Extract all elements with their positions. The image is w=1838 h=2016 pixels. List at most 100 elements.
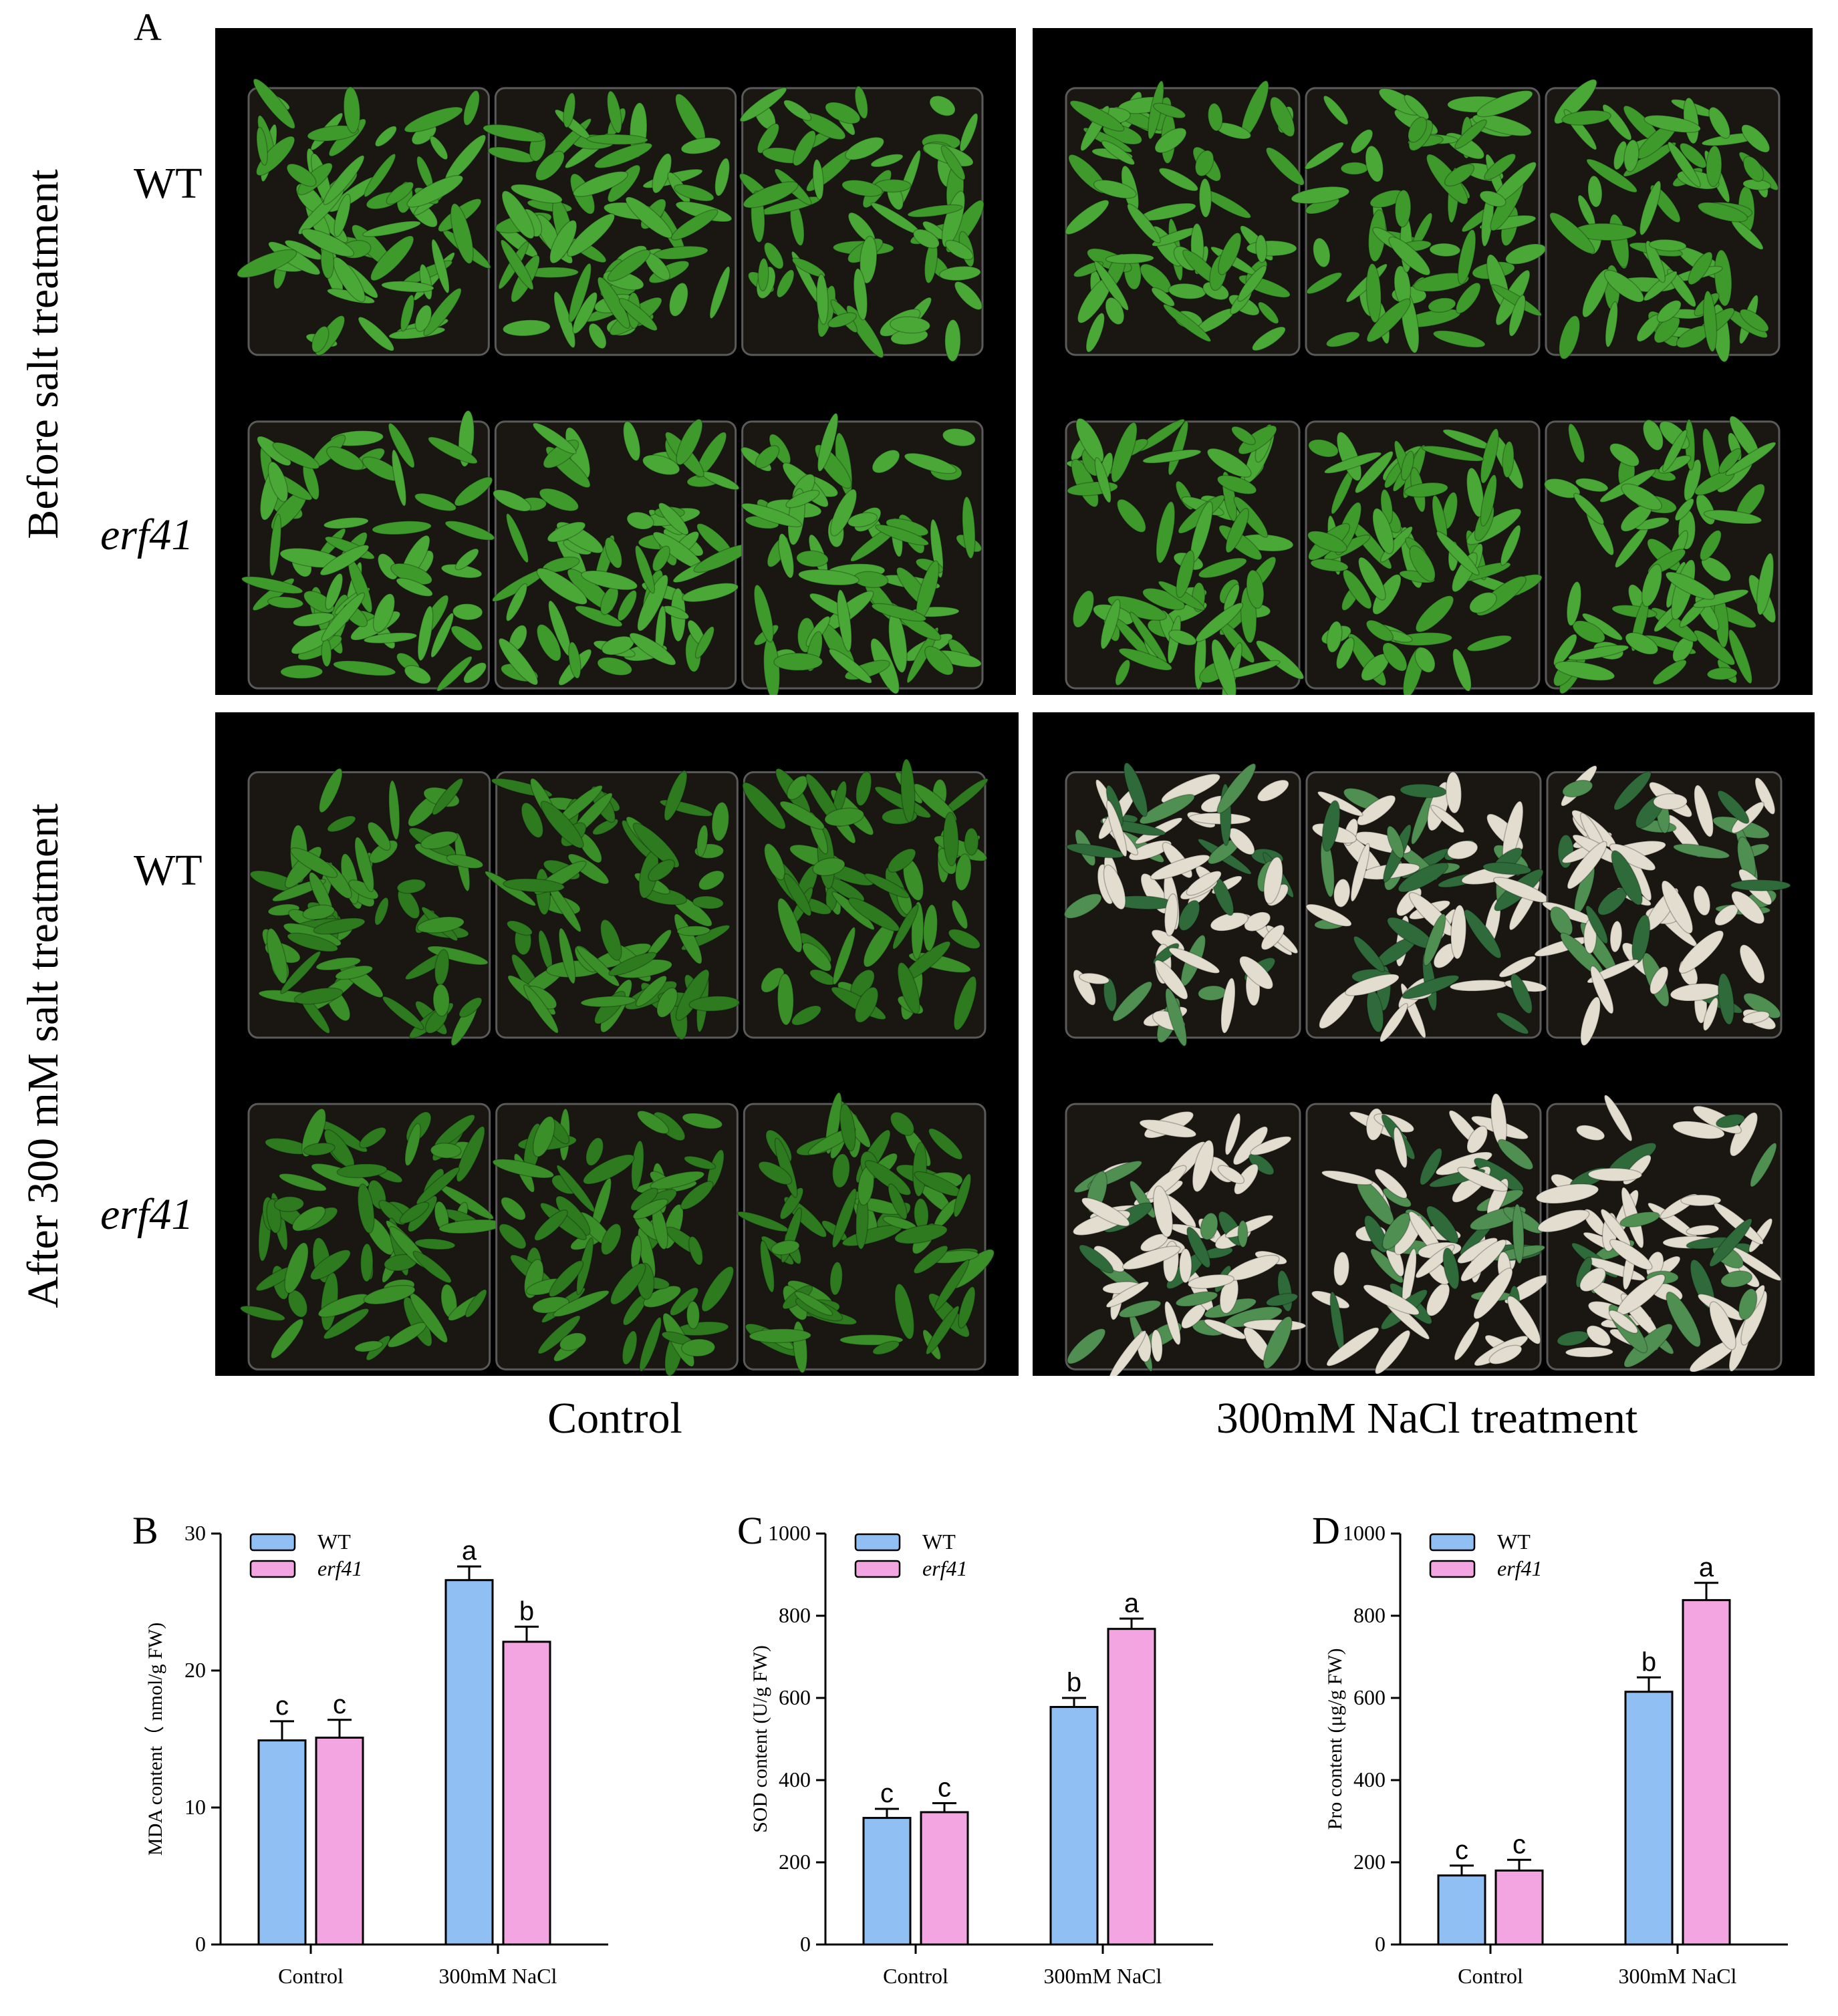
plant-cluster bbox=[739, 86, 984, 362]
plant-cluster bbox=[1311, 1093, 1549, 1375]
genotype-label-wt-before: WT bbox=[134, 159, 203, 208]
panel-letter: C bbox=[737, 1510, 763, 1552]
significance-letter: c bbox=[275, 1691, 289, 1721]
significance-letter: b bbox=[519, 1596, 534, 1626]
genotype-label-wt-after: WT bbox=[134, 846, 203, 895]
x-tick-label: 300mM NaCl bbox=[1044, 1964, 1162, 1988]
y-tick-label: 0 bbox=[800, 1932, 811, 1956]
bar bbox=[1107, 1628, 1156, 1946]
plant-cluster bbox=[740, 412, 982, 695]
plant-cluster bbox=[1305, 771, 1550, 1042]
chart-d-svg: D 0 200 400 600 800 1000 Pro content (μg/g FW) C… bbox=[1312, 1509, 1788, 1988]
plant-cluster bbox=[241, 410, 495, 692]
y-axis-label: SOD content (U/g FW) bbox=[749, 1645, 771, 1833]
plant-cluster bbox=[737, 1092, 995, 1374]
plant-cluster bbox=[1549, 79, 1779, 363]
plant-cluster bbox=[1543, 416, 1777, 694]
pot-tray bbox=[247, 1103, 491, 1371]
y-tick-label: 800 bbox=[779, 1603, 811, 1627]
y-axis-label: Pro content (μg/g FW) bbox=[1324, 1648, 1346, 1830]
photo-nacl-before bbox=[1033, 28, 1813, 695]
legend-label: WT bbox=[1497, 1530, 1531, 1554]
photo-control-before bbox=[215, 28, 1016, 695]
y-tick-label: 30 bbox=[184, 1521, 206, 1545]
plant-cluster bbox=[1065, 80, 1305, 353]
legend-swatch bbox=[249, 1533, 296, 1552]
bar bbox=[862, 1817, 912, 1946]
y-tick-label: 200 bbox=[779, 1850, 811, 1874]
panel-letter-a: A bbox=[134, 5, 162, 49]
legend-swatch bbox=[1429, 1560, 1476, 1578]
y-tick-label: 600 bbox=[1353, 1685, 1386, 1709]
panel-letter: B bbox=[132, 1510, 158, 1552]
significance-letter: a bbox=[462, 1536, 477, 1566]
y-tick-label: 800 bbox=[1353, 1603, 1386, 1627]
legend-swatch bbox=[854, 1533, 901, 1552]
plant-cluster bbox=[1534, 765, 1791, 1046]
significance-letter: c bbox=[880, 1779, 894, 1808]
bar bbox=[257, 1739, 307, 1946]
row-group-label-after: After 300 mM salt treatment bbox=[19, 803, 68, 1308]
chart-b: B 0 10 20 30 MDA content（ nmol/g FW) Control c c… bbox=[127, 1509, 648, 2005]
legend-label: erf41 bbox=[317, 1556, 363, 1580]
photo-nacl-after bbox=[1033, 712, 1815, 1376]
bar bbox=[1049, 1706, 1099, 1946]
significance-letter: a bbox=[1699, 1553, 1714, 1582]
significance-letter: a bbox=[1124, 1588, 1140, 1618]
photo-image bbox=[215, 28, 1016, 695]
x-tick-label: 300mM NaCl bbox=[439, 1964, 557, 1988]
y-tick-label: 20 bbox=[184, 1658, 206, 1682]
y-tick-label: 200 bbox=[1353, 1850, 1386, 1874]
plant-cluster bbox=[1291, 88, 1547, 353]
y-tick-label: 600 bbox=[779, 1685, 811, 1709]
bar bbox=[502, 1640, 551, 1946]
photo-control-after bbox=[215, 712, 1019, 1376]
plant-cluster bbox=[1066, 418, 1305, 695]
column-label-control: Control bbox=[547, 1394, 682, 1443]
panel-letter: D bbox=[1312, 1510, 1340, 1552]
significance-letter: c bbox=[938, 1773, 951, 1802]
significance-letter: c bbox=[1513, 1830, 1526, 1859]
plant-cluster bbox=[484, 770, 740, 1040]
photo-image bbox=[1033, 28, 1813, 695]
plant-cluster bbox=[1067, 1111, 1307, 1376]
column-label-nacl: 300mM NaCl treatment bbox=[1216, 1394, 1638, 1443]
y-tick-label: 0 bbox=[195, 1932, 206, 1956]
x-tick-label: Control bbox=[883, 1964, 948, 1988]
photo-image bbox=[1033, 712, 1815, 1376]
plant-cluster bbox=[237, 78, 491, 356]
y-axis-label: MDA content（ nmol/g FW) bbox=[144, 1622, 166, 1856]
legend-label: WT bbox=[922, 1530, 956, 1554]
x-tick-label: Control bbox=[278, 1964, 344, 1988]
chart-b-svg: B 0 10 20 30 MDA content（ nmol/g FW) Control c c… bbox=[132, 1509, 608, 1988]
plant-cluster bbox=[249, 768, 489, 1046]
genotype-label-erf41-before: erf41 bbox=[100, 511, 194, 559]
bar bbox=[1682, 1599, 1731, 1946]
legend-label: erf41 bbox=[922, 1556, 968, 1580]
row-group-label-before: Before salt treatment bbox=[19, 169, 68, 539]
y-tick-label: 1000 bbox=[768, 1521, 811, 1545]
plant-cluster bbox=[492, 418, 751, 686]
x-tick-label: 300mM NaCl bbox=[1619, 1964, 1737, 1988]
plant-cluster bbox=[239, 1108, 503, 1361]
genotype-label-erf41-after: erf41 bbox=[100, 1190, 194, 1239]
bar bbox=[1494, 1869, 1544, 1946]
bar bbox=[444, 1579, 494, 1946]
plant-cluster bbox=[742, 758, 989, 1031]
bar bbox=[1437, 1874, 1486, 1946]
y-tick-label: 10 bbox=[184, 1795, 206, 1819]
legend-swatch bbox=[854, 1560, 901, 1578]
plant-cluster bbox=[1307, 428, 1543, 695]
legend-label: WT bbox=[317, 1530, 351, 1554]
chart-d: D 0 200 400 600 800 1000 Pro content (μg/g FW) C… bbox=[1307, 1509, 1828, 2005]
legend-swatch bbox=[249, 1560, 296, 1578]
y-tick-label: 400 bbox=[1353, 1767, 1386, 1791]
legend-swatch bbox=[1429, 1533, 1476, 1552]
significance-letter: c bbox=[1455, 1836, 1468, 1865]
bar bbox=[920, 1811, 969, 1946]
legend-label: erf41 bbox=[1497, 1556, 1543, 1580]
bar bbox=[1624, 1691, 1674, 1946]
significance-letter: b bbox=[1642, 1647, 1656, 1677]
plant-cluster bbox=[483, 90, 733, 349]
plant-cluster bbox=[1535, 1095, 1782, 1373]
